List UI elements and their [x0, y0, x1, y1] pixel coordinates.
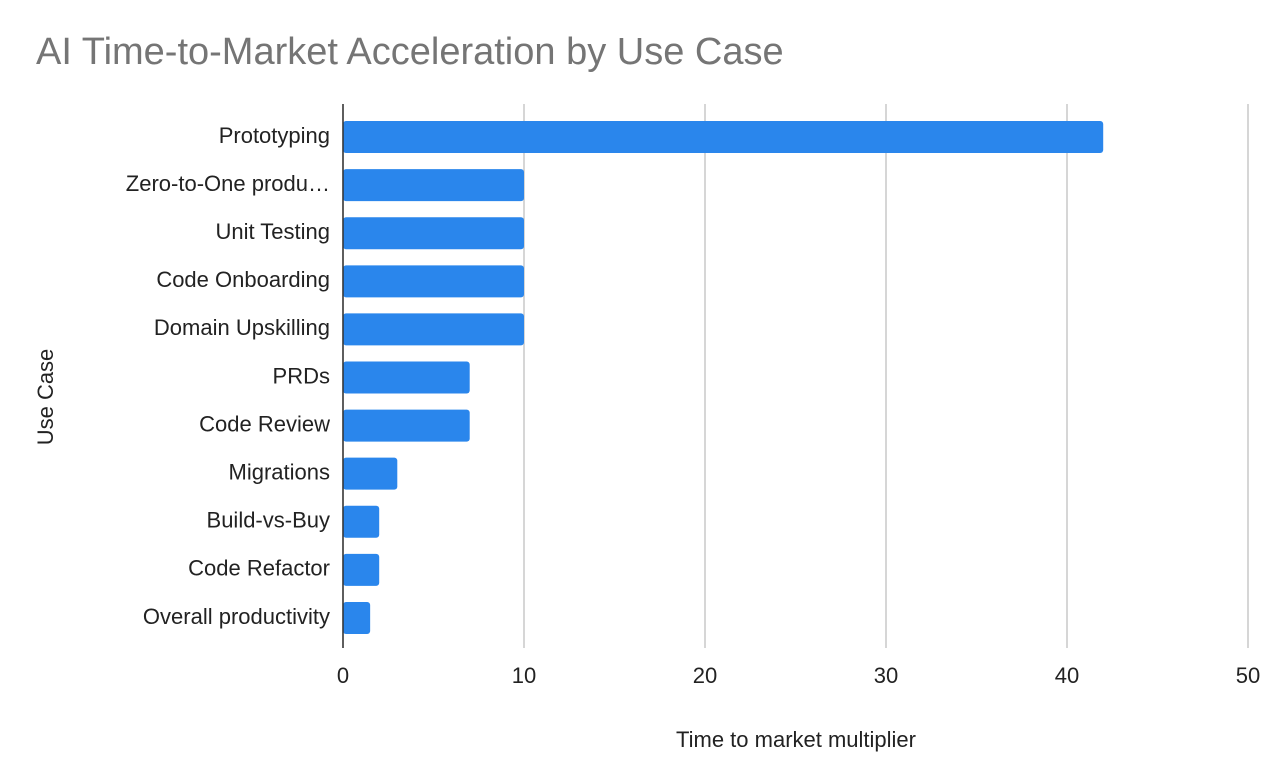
bars: Prototyping Zero-to-One produ… Unit Testin… — [126, 121, 1104, 634]
x-tick-label: 50 — [1236, 663, 1260, 688]
y-tick-label: Code Onboarding — [156, 267, 330, 292]
bar — [343, 505, 380, 538]
y-tick-label: Unit Testing — [215, 219, 330, 244]
bar — [343, 313, 524, 346]
x-tick-label: 10 — [512, 663, 536, 688]
bar — [343, 217, 524, 250]
y-axis-label: Use Case — [33, 349, 58, 446]
chart-title: AI Time-to-Market Acceleration by Use Ca… — [36, 31, 784, 73]
y-tick-label: Migrations — [229, 459, 330, 484]
x-axis-label: Time to market multiplier — [676, 727, 916, 752]
bar — [343, 121, 1104, 154]
y-tick-label: Code Review — [199, 411, 330, 436]
grid: 0 10 20 30 40 50 — [337, 104, 1260, 688]
x-tick-label: 0 — [337, 663, 349, 688]
y-tick-label: Domain Upskilling — [154, 315, 330, 340]
bar — [343, 601, 371, 634]
bar — [343, 361, 470, 394]
x-tick-label: 20 — [693, 663, 717, 688]
bar — [343, 169, 524, 202]
y-tick-label: Build-vs-Buy — [207, 508, 330, 533]
x-tick-label: 30 — [874, 663, 898, 688]
y-tick-label: PRDs — [273, 363, 330, 388]
bar — [343, 265, 524, 298]
bar — [343, 457, 398, 490]
bar — [343, 553, 380, 586]
x-tick-label: 40 — [1055, 663, 1079, 688]
bar — [343, 409, 470, 442]
y-tick-label: Zero-to-One produ… — [126, 171, 330, 196]
y-tick-label: Code Refactor — [188, 556, 330, 581]
y-tick-label: Prototyping — [219, 123, 330, 148]
y-tick-label: Overall productivity — [143, 604, 330, 629]
